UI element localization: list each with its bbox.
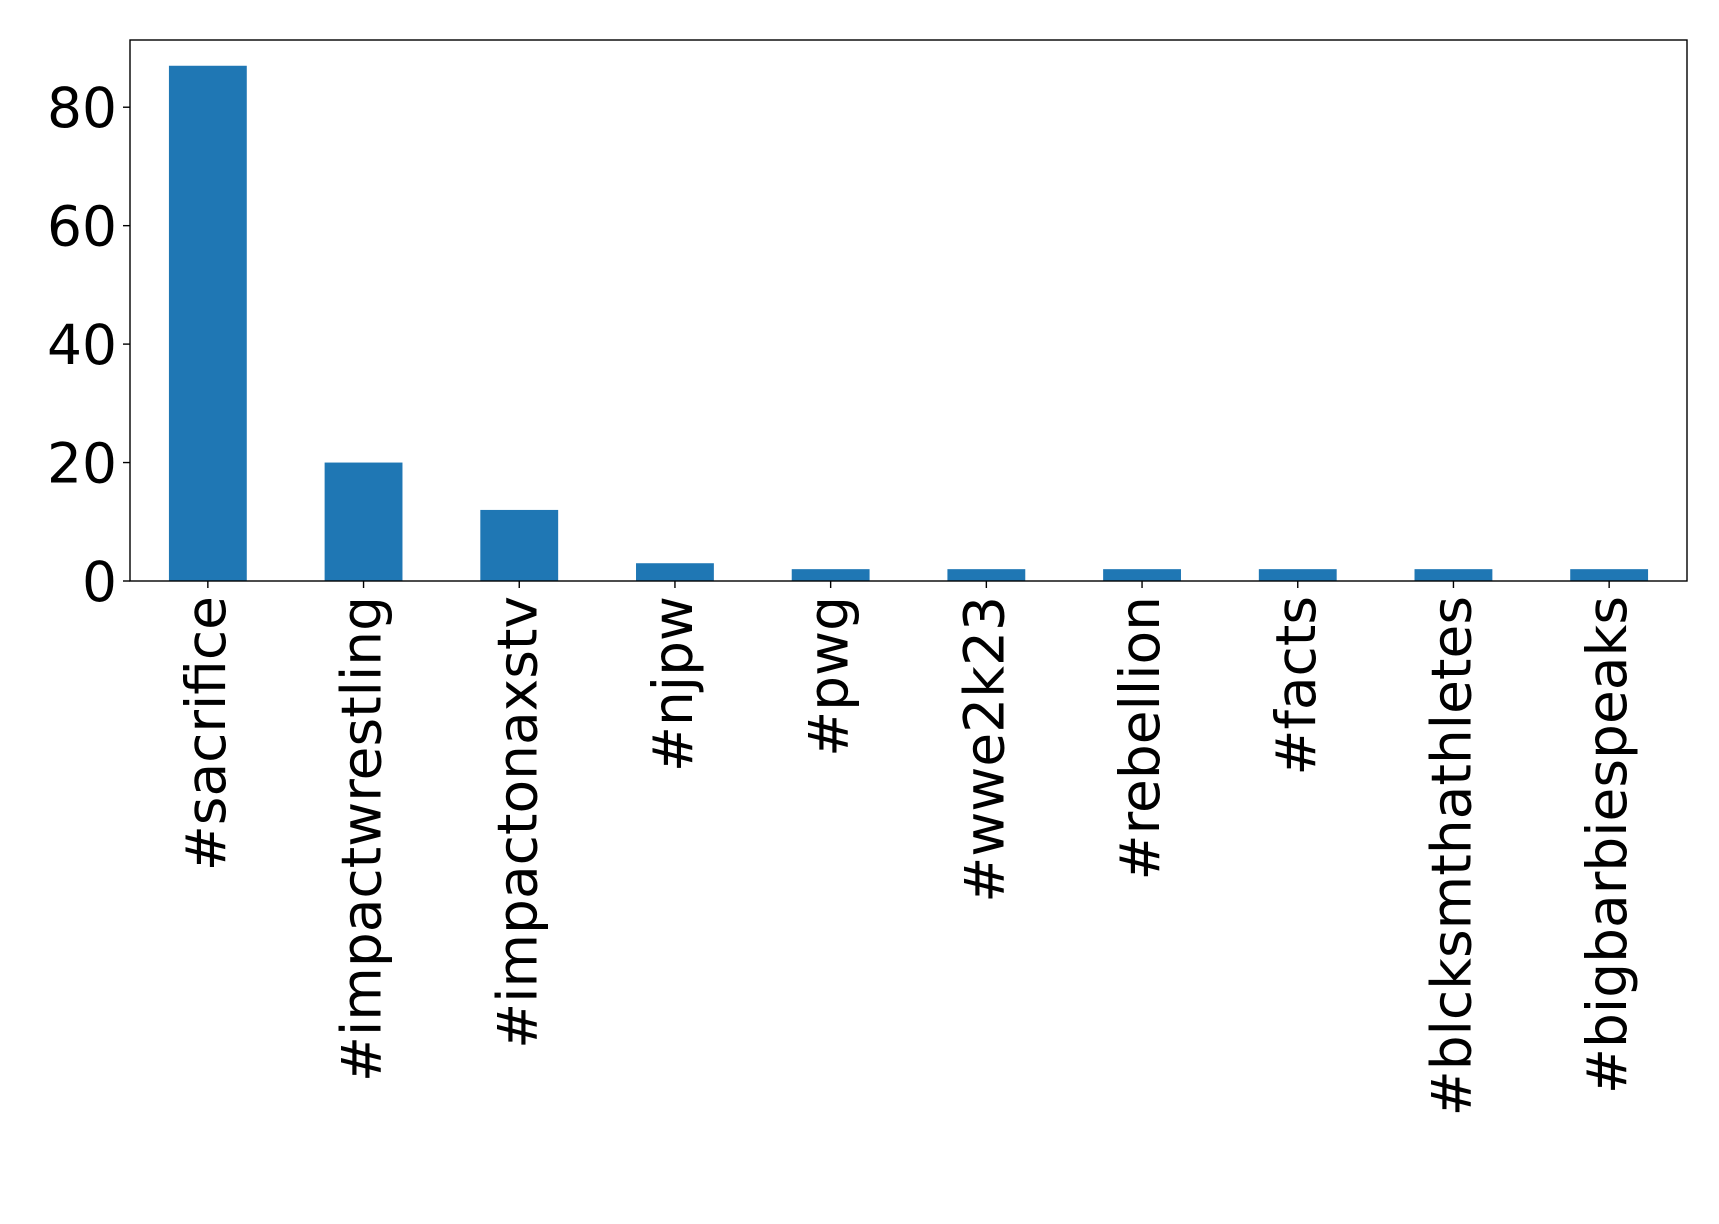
x-tick-label: #blcksmthathletes xyxy=(1419,596,1483,1116)
x-tick-label: #sacrifice xyxy=(174,596,238,871)
x-tick-label: #impactonaxstv xyxy=(485,596,549,1049)
x-tick-label: #wwe2k23 xyxy=(952,596,1016,903)
y-tick-label: 40 xyxy=(47,313,117,377)
y-tick-label: 0 xyxy=(82,550,117,614)
y-tick-label: 80 xyxy=(47,76,117,140)
bar xyxy=(1258,569,1337,581)
y-tick-label: 20 xyxy=(47,432,117,496)
x-tick-label: #bigbarbiespeaks xyxy=(1575,596,1639,1094)
y-axis: 0 20 40 60 80 xyxy=(47,76,130,614)
bar xyxy=(1103,569,1181,581)
x-tick-label: #njpw xyxy=(641,596,705,772)
bar xyxy=(947,569,1026,581)
x-tick-label: #pwg xyxy=(797,596,861,757)
bar xyxy=(168,65,247,581)
x-tick-label: #rebellion xyxy=(1108,596,1172,880)
bar xyxy=(324,462,403,581)
bar xyxy=(636,563,714,581)
bar xyxy=(480,509,559,581)
bar xyxy=(791,569,870,581)
x-axis: #sacrifice #impactwrestling #impactonaxstv… xyxy=(174,581,1639,1116)
x-tick-label: #facts xyxy=(1264,596,1328,776)
y-tick-label: 60 xyxy=(47,195,117,259)
plot-frame xyxy=(129,39,1688,582)
bars-layer xyxy=(168,65,1649,581)
bar xyxy=(1570,569,1649,581)
x-tick-label: #impactwrestling xyxy=(330,596,394,1082)
bar xyxy=(1414,569,1493,581)
